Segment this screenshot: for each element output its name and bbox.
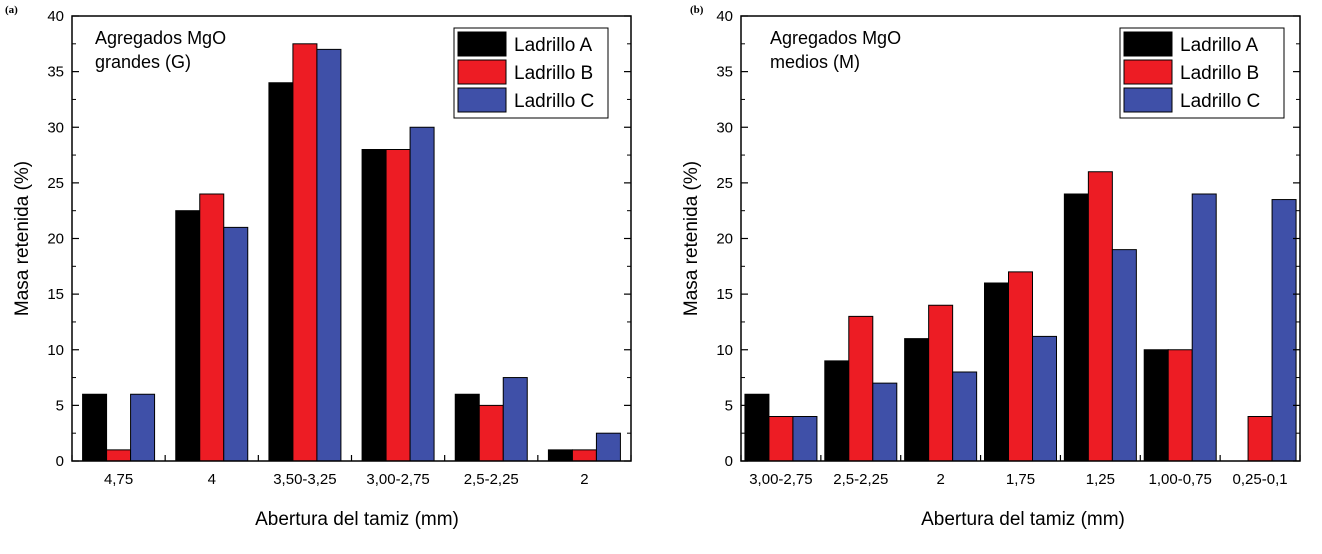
x-tick-label: 4,75 xyxy=(104,471,133,488)
x-tick-label: 2 xyxy=(936,471,944,488)
bar-ladrillo-a-0 xyxy=(744,393,770,462)
y-tick-label: 0 xyxy=(725,453,733,470)
y-tick-label: 15 xyxy=(716,286,733,303)
bar-ladrillo-a-2 xyxy=(268,82,294,462)
bar-ladrillo-c-2 xyxy=(316,48,342,462)
legend-swatch xyxy=(457,31,507,57)
x-tick-label: 1,00-0,75 xyxy=(1149,471,1212,488)
chart-annotation: Agregados MgO xyxy=(95,28,226,48)
y-tick-label: 30 xyxy=(47,119,64,136)
x-tick-label: 2,5-2,25 xyxy=(833,471,888,488)
x-tick-label: 2 xyxy=(580,471,588,488)
bar-ladrillo-c-6 xyxy=(1271,199,1297,462)
legend-label: Ladrillo A xyxy=(1180,35,1258,56)
bar-ladrillo-c-2 xyxy=(952,371,978,462)
bar-ladrillo-a-5 xyxy=(547,449,573,462)
bar-ladrillo-b-4 xyxy=(1087,171,1113,462)
legend-swatch xyxy=(457,59,507,85)
x-axis-title: Abertura del tamiz (mm) xyxy=(255,509,459,530)
y-tick-label: 40 xyxy=(47,8,64,25)
bar-ladrillo-c-0 xyxy=(792,416,818,462)
bar-ladrillo-a-2 xyxy=(904,338,930,462)
x-axis-title: Abertura del tamiz (mm) xyxy=(921,509,1125,530)
legend-swatch xyxy=(1123,31,1173,57)
x-tick-label: 1,75 xyxy=(1006,471,1035,488)
bar-ladrillo-a-4 xyxy=(454,393,480,462)
chart-annotation: Agregados MgO xyxy=(770,28,901,48)
bar-ladrillo-a-0 xyxy=(82,393,108,462)
x-tick-label: 0,25-0,1 xyxy=(1233,471,1288,488)
bar-ladrillo-a-5 xyxy=(1143,349,1169,462)
y-tick-label: 35 xyxy=(47,64,64,81)
legend-label: Ladrillo A xyxy=(514,35,592,56)
chart-panel-a: (a) 0 5 10 15 20 25 30 35 40 4,75 4 3,50-3,25 3,00-2,… xyxy=(5,4,632,530)
bar-ladrillo-c-1 xyxy=(872,382,898,462)
chart-annotation: grandes (G) xyxy=(95,52,191,72)
bar-ladrillo-b-1 xyxy=(848,315,874,462)
legend-label: Ladrillo C xyxy=(1180,91,1260,112)
panel-label: (b) xyxy=(690,4,704,16)
x-tick-label: 3,00-2,75 xyxy=(366,471,429,488)
x-tick-label: 3,00-2,75 xyxy=(749,471,812,488)
bar-ladrillo-a-1 xyxy=(175,210,201,462)
bar-ladrillo-b-3 xyxy=(1008,271,1033,462)
bar-ladrillo-b-0 xyxy=(106,449,132,462)
bar-ladrillo-c-5 xyxy=(1191,193,1217,462)
legend: Ladrillo A Ladrillo B Ladrillo C xyxy=(1119,27,1285,119)
y-tick-label: 10 xyxy=(47,342,64,359)
x-tick-label: 1,25 xyxy=(1086,471,1115,488)
chart-annotation: medios (M) xyxy=(770,52,860,72)
bar-ladrillo-b-5 xyxy=(571,449,597,462)
x-tick-label: 2,5-2,25 xyxy=(464,471,519,488)
bar-ladrillo-c-3 xyxy=(1032,335,1057,462)
bar-ladrillo-b-2 xyxy=(928,304,954,462)
bar-ladrillo-c-4 xyxy=(1111,249,1137,462)
bar-ladrillo-b-2 xyxy=(292,43,318,462)
bar-ladrillo-c-0 xyxy=(130,393,156,462)
y-tick-label: 20 xyxy=(47,231,64,248)
bar-ladrillo-c-1 xyxy=(223,226,249,462)
y-tick-label: 40 xyxy=(716,8,733,25)
bar-ladrillo-c-5 xyxy=(595,432,621,462)
y-tick-label: 25 xyxy=(716,175,733,192)
y-tick-label: 30 xyxy=(716,119,733,136)
legend-swatch xyxy=(1123,87,1173,113)
bar-ladrillo-b-4 xyxy=(478,404,504,462)
legend-label: Ladrillo B xyxy=(514,63,593,84)
bar-ladrillo-c-4 xyxy=(502,377,528,462)
bar-ladrillo-a-4 xyxy=(1063,193,1089,462)
bar-ladrillo-b-5 xyxy=(1167,349,1193,462)
bar-ladrillo-b-3 xyxy=(385,149,411,462)
legend-label: Ladrillo B xyxy=(1180,63,1259,84)
y-tick-label: 25 xyxy=(47,175,64,192)
bar-ladrillo-b-0 xyxy=(768,416,794,462)
y-tick-label: 10 xyxy=(716,342,733,359)
bar-ladrillo-b-1 xyxy=(199,193,225,462)
legend-swatch xyxy=(457,87,507,113)
panel-label: (a) xyxy=(5,4,18,16)
y-axis-title: Masa retenida (%) xyxy=(681,161,702,316)
legend: Ladrillo A Ladrillo B Ladrillo C xyxy=(453,27,609,119)
y-tick-label: 35 xyxy=(716,64,733,81)
bar-ladrillo-a-3 xyxy=(984,282,1009,462)
bar-ladrillo-c-3 xyxy=(409,126,435,462)
y-tick-label: 5 xyxy=(56,397,64,414)
chart-panel-b: (b) 0 5 10 15 20 25 30 35 40 3,00-2,75 2,5-2,25 2 1,7… xyxy=(681,4,1301,530)
y-tick-label: 5 xyxy=(725,397,733,414)
legend-label: Ladrillo C xyxy=(514,91,594,112)
y-tick-label: 15 xyxy=(47,286,64,303)
y-tick-label: 20 xyxy=(716,231,733,248)
bar-ladrillo-a-1 xyxy=(824,360,850,462)
x-tick-label: 4 xyxy=(208,471,216,488)
bar-ladrillo-a-3 xyxy=(361,149,387,462)
y-axis-title: Masa retenida (%) xyxy=(12,161,33,316)
legend-swatch xyxy=(1123,59,1173,85)
x-tick-label: 3,50-3,25 xyxy=(273,471,336,488)
bar-ladrillo-b-6 xyxy=(1247,416,1273,462)
y-tick-label: 0 xyxy=(56,453,64,470)
